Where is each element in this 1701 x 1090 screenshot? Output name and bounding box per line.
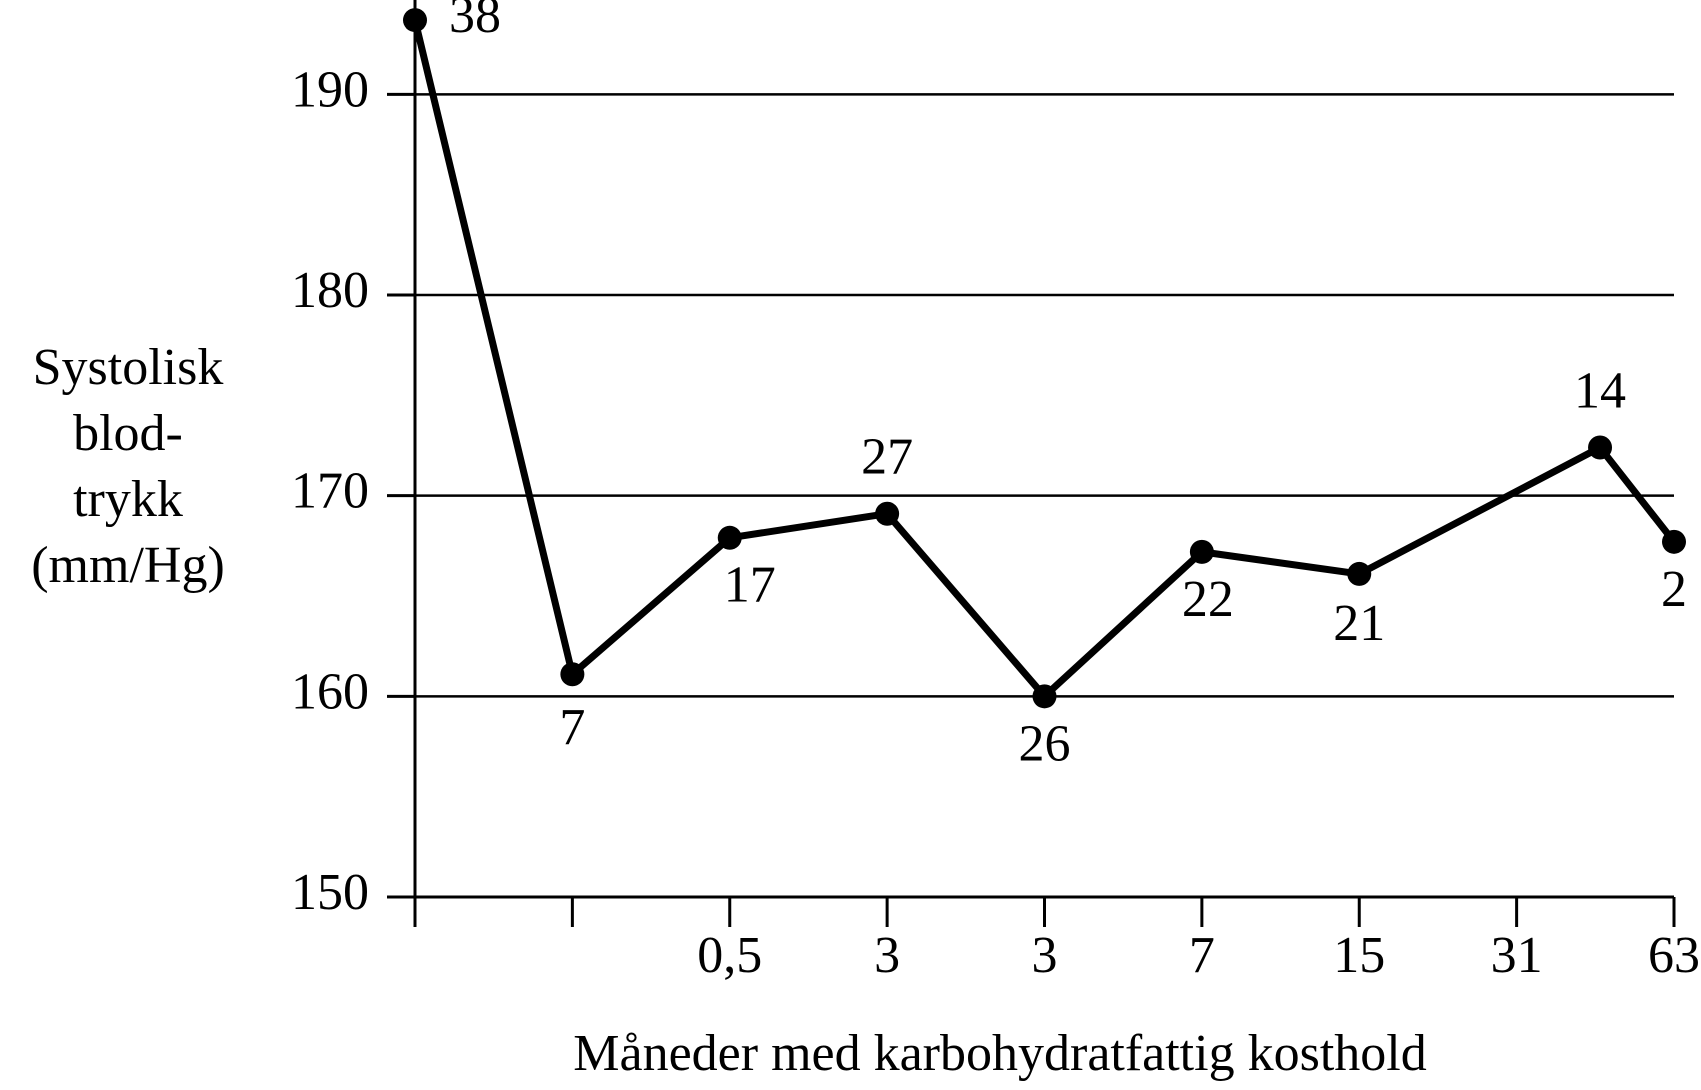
x-tick-label: 3 [1032, 927, 1058, 984]
point-annotation: 21 [1333, 595, 1385, 652]
y-axis-label: (mm/Hg) [31, 537, 225, 594]
x-tick-label: 63 [1648, 927, 1700, 984]
point-annotation: 38 [449, 0, 501, 44]
y-tick-label: 150 [291, 864, 369, 921]
x-tick-label: 31 [1491, 927, 1543, 984]
marker [875, 501, 900, 526]
marker [1588, 435, 1613, 460]
x-tick-label: 15 [1333, 927, 1385, 984]
marker [717, 525, 742, 550]
point-annotation: 7 [559, 699, 585, 756]
y-tick-label: 160 [291, 663, 369, 720]
y-tick-label: 180 [291, 262, 369, 319]
point-annotation: 17 [724, 557, 776, 614]
y-axis-label: blod- [73, 405, 183, 462]
line [411, 19, 1677, 700]
marker [1347, 561, 1372, 586]
y-tick-label: 190 [291, 61, 369, 118]
y-axis-label: trykk [73, 471, 183, 528]
marker [403, 8, 427, 33]
x-tick-label: 7 [1189, 927, 1215, 984]
y-tick-label: 170 [291, 463, 369, 520]
point-annotation: 27 [861, 429, 913, 486]
x-axis-label: Måneder med karbohydratfattig kosthold [573, 1025, 1426, 1082]
y-axis-label: Systolisk [33, 339, 224, 396]
x-tick-label: 0,5 [697, 927, 762, 984]
point-annotation: 2 [1661, 561, 1687, 618]
marker [560, 662, 585, 687]
point-annotation: 14 [1574, 362, 1626, 419]
point-annotation: 26 [1019, 715, 1071, 772]
x-tick-label: 3 [874, 927, 900, 984]
point-annotation: 22 [1182, 571, 1234, 628]
marker [1189, 539, 1214, 564]
marker [1662, 529, 1686, 554]
marker [1032, 684, 1057, 709]
